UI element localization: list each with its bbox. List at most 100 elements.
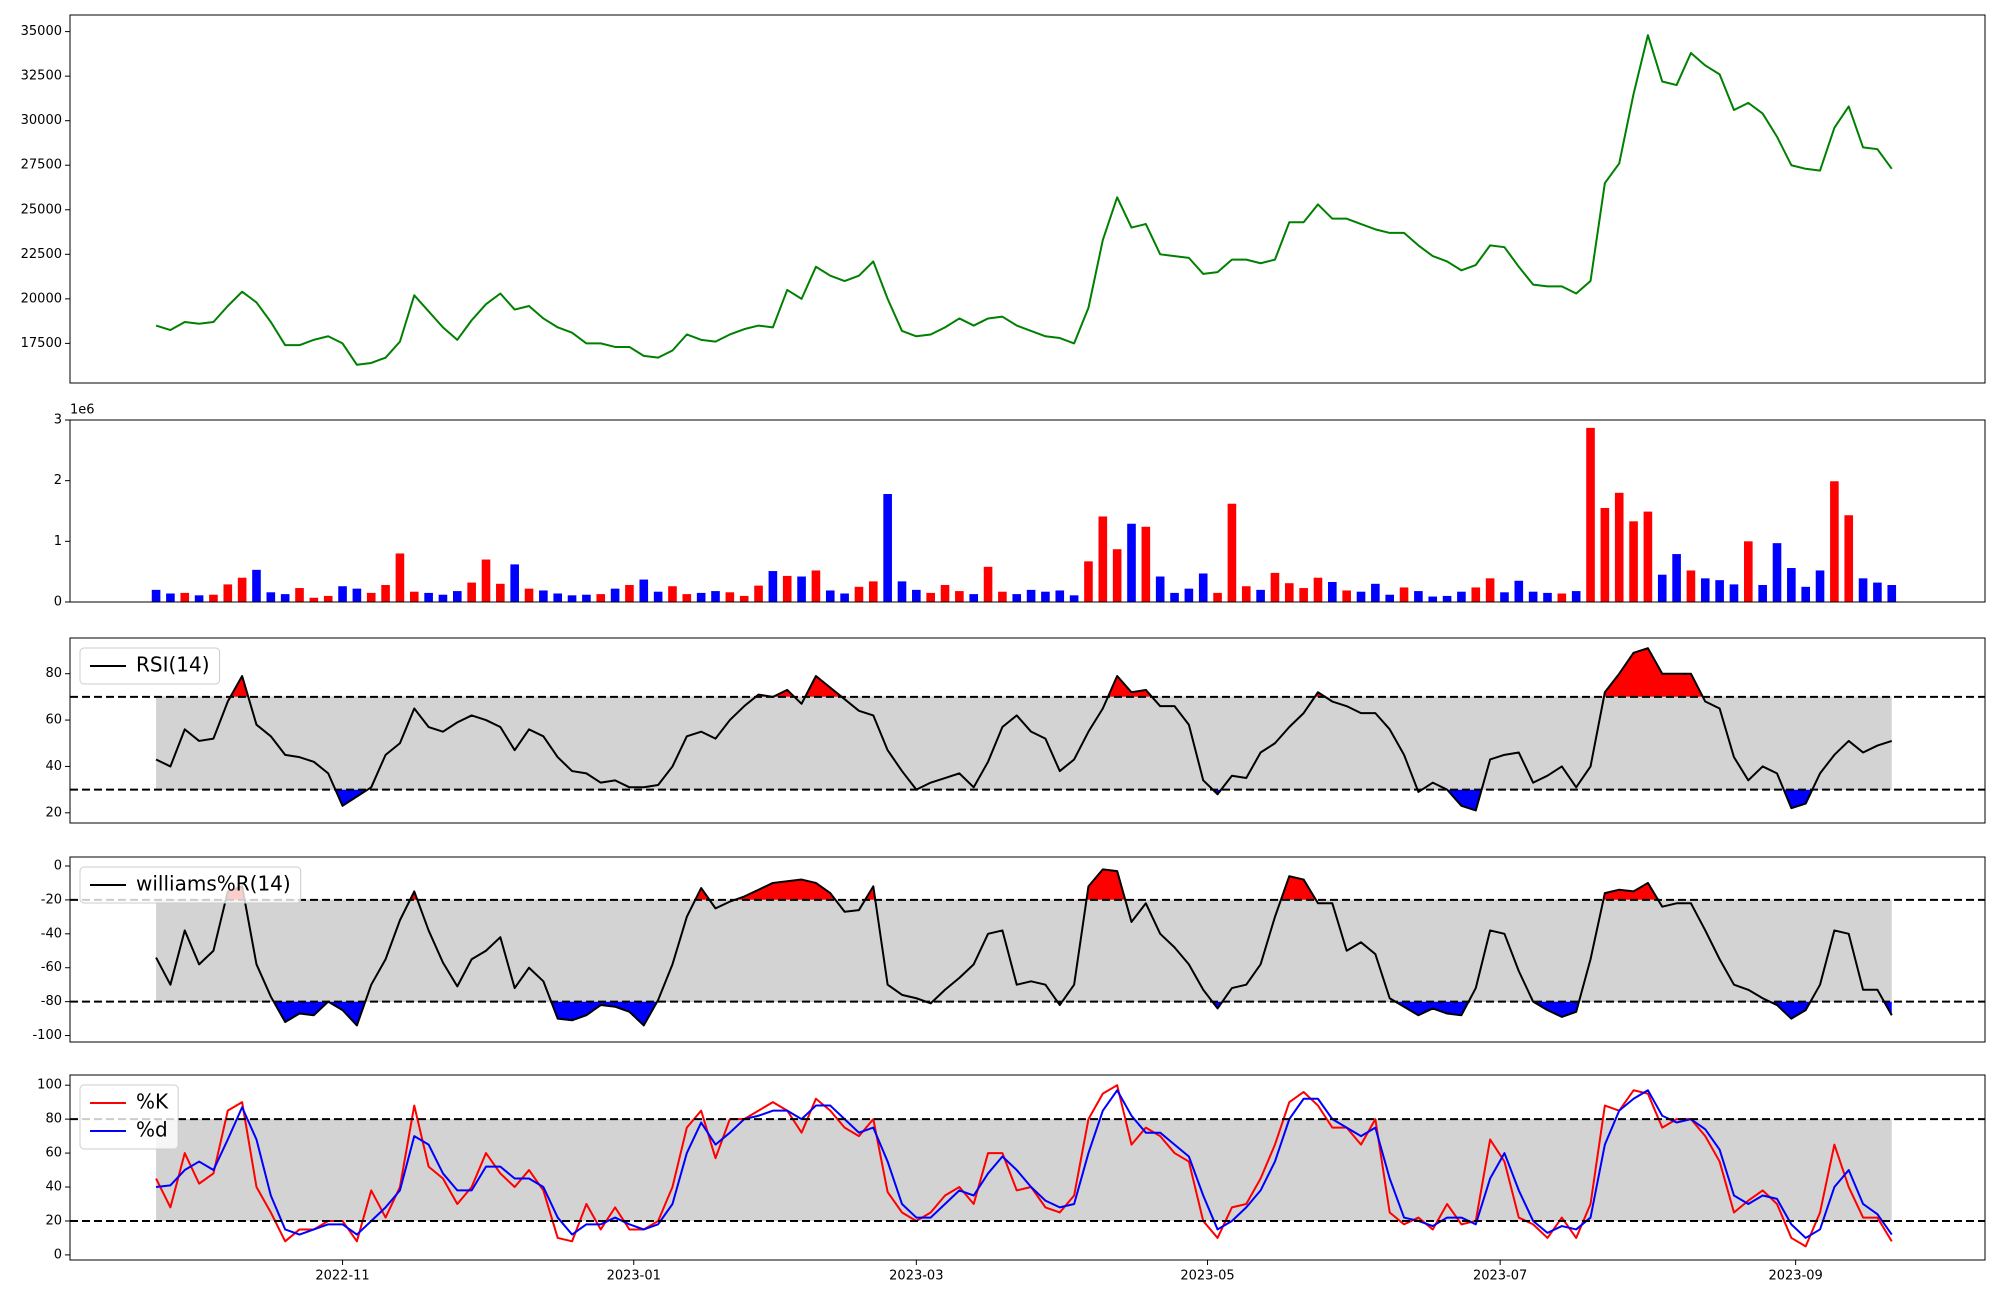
volume-bar [1629, 521, 1638, 602]
volume-bar [668, 586, 677, 602]
volume-bar [1313, 577, 1323, 602]
y-tick-label: 80 [45, 1112, 62, 1127]
y-tick-label: 100 [37, 1078, 62, 1093]
legend-frame [79, 866, 302, 904]
data-line [155, 1089, 1893, 1239]
volume-bar [639, 579, 649, 602]
volume-bar [739, 595, 749, 602]
y-tick-label: 80 [45, 666, 62, 681]
volume-bar [524, 588, 534, 602]
legend: %K %d [79, 1084, 179, 1150]
y-tick-label: 3 [54, 413, 62, 428]
legend-frame [79, 647, 221, 685]
x-tick-label: 2023-05 [1180, 1269, 1234, 1284]
volume-bar [1571, 591, 1581, 602]
volume-bar [1657, 574, 1667, 602]
volume-bar [1356, 591, 1366, 602]
data-line [155, 34, 1893, 366]
volume-bar [1801, 586, 1810, 602]
volume-bar [1026, 589, 1036, 602]
legend-label: RSI(14) [136, 653, 210, 677]
volume-bar [1715, 580, 1724, 602]
volume-bar [1041, 591, 1050, 602]
volume-bar [467, 582, 476, 602]
volume-bar [553, 593, 563, 602]
y-tick-label: 60 [45, 713, 62, 728]
axis-offset-label: 1e6 [70, 403, 95, 418]
volume-bar [1543, 592, 1552, 602]
volume-bar [1729, 584, 1739, 602]
volume-bar [409, 591, 419, 602]
volume-bar [438, 594, 448, 602]
volume-bar [1241, 586, 1251, 602]
volume-bar [768, 571, 778, 602]
volume-bar [1342, 590, 1351, 602]
volume-bar [1787, 568, 1796, 602]
volume-bar [1328, 581, 1337, 602]
volume-bar [854, 586, 864, 602]
neutral-band [156, 1119, 1892, 1221]
volume-bar [696, 592, 706, 602]
volume-bar [1155, 576, 1165, 602]
volume-bar [797, 576, 806, 602]
volume-bar [1500, 592, 1509, 602]
volume-bar [682, 594, 692, 602]
volume-bar [1887, 585, 1897, 602]
volume-bar [309, 597, 319, 602]
volume-bar [1858, 578, 1868, 602]
data-line [155, 1084, 1893, 1248]
y-tick-label: 20 [45, 805, 62, 820]
volume-bar [610, 588, 620, 602]
y-tick-label: 0 [54, 1247, 62, 1262]
y-tick-label: -40 [41, 926, 62, 941]
volume-bar [1471, 587, 1481, 602]
volume-bar [1170, 592, 1179, 602]
data-line [155, 868, 1893, 1027]
volume-bar [1270, 572, 1280, 602]
volume-bar [1112, 549, 1122, 602]
volume-bar [1012, 594, 1022, 602]
neutral-band [156, 899, 1892, 1002]
y-tick-label: 1 [54, 534, 62, 549]
volume-bar [711, 591, 720, 602]
volume-bar [352, 588, 362, 602]
volume-bar [453, 591, 462, 602]
y-tick-label: 30000 [21, 113, 62, 128]
volume-bar [1256, 589, 1265, 602]
y-tick-label: 40 [45, 759, 62, 774]
x-tick-label: 2023-01 [607, 1269, 661, 1284]
panel: -100 -80 -60 -40 -20 0 [32, 856, 1986, 1043]
legend-label: %K [136, 1090, 169, 1114]
volume-bar [1600, 507, 1610, 602]
panel: 0 20 40 60 80 100 2022-11 2023-01 2023-03 2023-05… [37, 1074, 1986, 1284]
y-tick-label: 32500 [21, 69, 62, 84]
volume-bar [983, 566, 993, 602]
volume-bar [1084, 561, 1093, 602]
y-tick-label: -20 [41, 892, 62, 907]
data-line [155, 647, 1893, 812]
y-tick-label: 2 [54, 473, 62, 488]
panel-frame [69, 1074, 1986, 1261]
volume-bar [582, 594, 591, 602]
volume-bar [1213, 592, 1222, 602]
volume-bar [1772, 543, 1782, 602]
volume-bar [567, 595, 577, 602]
volume-bar [338, 586, 347, 602]
panel: 20 40 60 80 [45, 637, 1986, 824]
volume-bar [1557, 593, 1567, 602]
volume-bar [1672, 554, 1681, 602]
volume-bar [166, 593, 175, 602]
volume-bar [1385, 594, 1395, 602]
panel-frame [69, 14, 1986, 384]
volume-bar [194, 595, 204, 602]
volume-bar [1457, 591, 1466, 602]
volume-bar [1514, 580, 1524, 602]
volume-bar [1184, 588, 1194, 602]
volume-bar [754, 585, 763, 602]
neutral-band [156, 696, 1892, 790]
volume-bar [1198, 573, 1208, 602]
legend-label: %d [136, 1118, 168, 1142]
volume-bar [395, 553, 405, 602]
y-tick-label: 35000 [21, 24, 62, 39]
volume-bar [912, 589, 921, 602]
